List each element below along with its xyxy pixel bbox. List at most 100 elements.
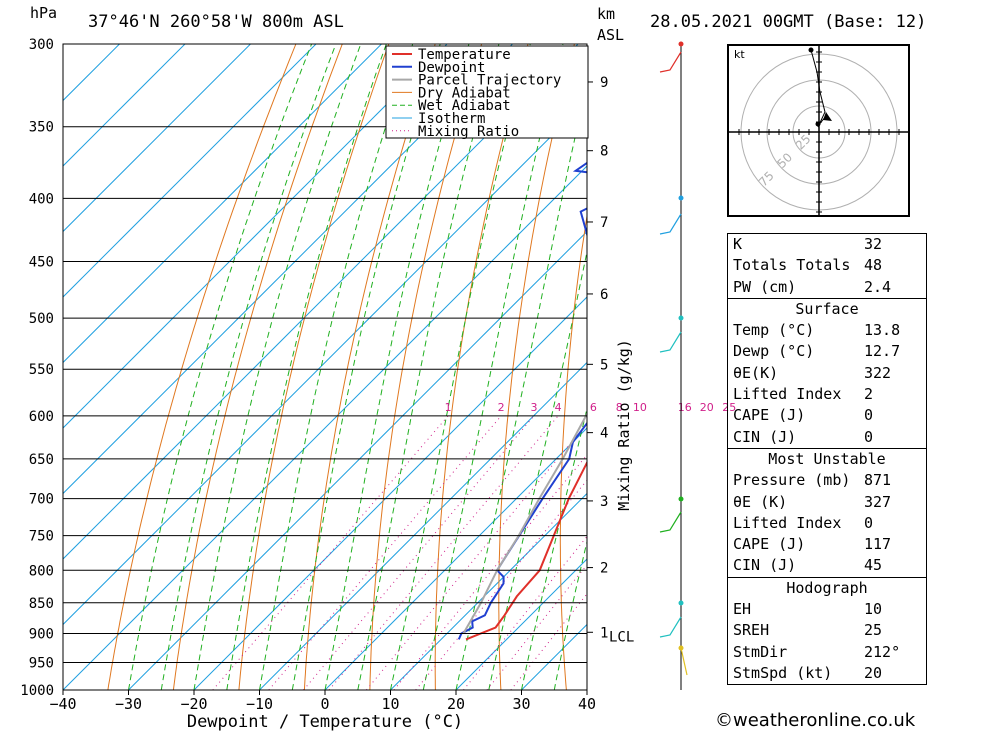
indices-panel: K 32 Totals Totals 48 PW (cm) 2.4 Surface T… (727, 233, 927, 686)
storm-motion-arrow (823, 112, 832, 121)
legend-box (385, 45, 589, 139)
km-label: km (597, 5, 616, 23)
index-row: PW (cm) 2.4 (728, 277, 926, 298)
isotherm-line (259, 361, 587, 690)
index-value: 2.4 (864, 277, 892, 296)
index-row: Totals Totals 48 (728, 255, 926, 276)
pressure-tick-label: 800 (29, 563, 54, 579)
isotherm-line (63, 44, 317, 298)
pressure-tick-label: 500 (29, 311, 54, 327)
x-axis-label: Dewpoint / Temperature (°C) (187, 712, 463, 732)
pressure-tick-label: 900 (29, 626, 54, 642)
wet-adiabat-line (586, 687, 587, 690)
km-tick-label: 6 (600, 287, 608, 303)
wind-barb (659, 51, 682, 73)
isotherm-line (63, 44, 579, 560)
storm-motion-line (817, 115, 827, 127)
pressure-tick-label: 450 (29, 255, 54, 271)
surface-title: Surface (795, 299, 859, 318)
km-tick-label: 2 (600, 561, 608, 577)
wet-adiabat-line (259, 44, 414, 690)
lcl-label: LCL (609, 629, 634, 645)
mixing-ratio-line (328, 415, 559, 690)
pressure-tick-label: 600 (29, 409, 54, 425)
wind-level-dot (678, 195, 684, 201)
wind-barb (680, 647, 688, 676)
hodograph-top-point (808, 47, 814, 53)
x-tick-label: −40 (49, 695, 76, 713)
pressure-tick-label: 350 (29, 120, 54, 136)
km-tick-label: 3 (600, 494, 608, 510)
legend-entry: Isotherm (418, 111, 485, 127)
x-tick-label: 40 (578, 695, 596, 713)
x-tick-label: 0 (320, 695, 329, 713)
dry-adiabat-line (991, 26, 1000, 690)
isotherm-line (128, 230, 587, 690)
dry-adiabat-line (303, 44, 436, 690)
index-name: PW (cm) (733, 277, 797, 296)
pressure-tick-label: 400 (29, 191, 54, 207)
mixing-ratio-label: 8 (616, 401, 623, 414)
hodograph-params-section: Hodograph EH 10 SREH 25 StmDir 212° StmSpd … (728, 576, 926, 684)
wet-adiabat-line (357, 44, 500, 690)
wet-adiabat-line (455, 82, 587, 690)
pressure-tick-label: 550 (29, 362, 54, 378)
datetime-label: 28.05.2021 00GMT (Base: 12) (650, 12, 927, 32)
wind-barb (659, 616, 682, 638)
hodograph-unit: kt (734, 48, 745, 61)
mixing-ratio-line (366, 422, 587, 690)
mixing-ratio-line (268, 415, 502, 690)
hodograph-trace (810, 49, 826, 128)
x-tick-label: −20 (180, 695, 207, 713)
km-tick-label: 9 (600, 75, 608, 91)
hodograph-surface-point (815, 121, 821, 127)
right-axis-label: Mixing Ratio (g/kg) (615, 339, 633, 511)
wet-adiabat-line (521, 406, 587, 690)
isotherm-line (63, 44, 513, 495)
hodograph-params-title: Hodograph (786, 578, 868, 597)
mixing-ratio-label: 4 (555, 401, 562, 414)
mixing-ratio-label: 6 (590, 401, 597, 414)
km-tick-label: 1 (600, 625, 608, 641)
pressure-tick-label: 700 (29, 492, 54, 508)
legend-entry: Dewpoint (418, 60, 485, 76)
index-value: 32 (864, 235, 883, 253)
km-tick-label: 5 (600, 357, 608, 373)
pressure-tick-label: 650 (29, 452, 54, 468)
location-title: 37°46'N 260°58'W 800m ASL (88, 12, 344, 32)
legend-entry: Dry Adiabat (418, 85, 511, 101)
index-name: K (733, 235, 743, 253)
wind-barb (659, 511, 682, 533)
dry-adiabat-line (942, 26, 1000, 690)
mixing-ratio-line (393, 454, 587, 690)
copyright-link[interactable]: ©weatheronline.co.uk (715, 710, 916, 731)
profile-dewpoint (457, 76, 587, 640)
mixing-ratio-label: 25 (722, 401, 736, 414)
isotherm-line (63, 44, 186, 167)
wet-adiabat-line (488, 249, 587, 690)
pressure-tick-label: 750 (29, 529, 54, 545)
isotherm-line (63, 44, 382, 364)
legend-entry: Mixing Ratio (418, 124, 519, 140)
mixing-ratio-label: 1 (445, 401, 452, 414)
dry-adiabat-line (107, 44, 297, 690)
mixing-ratio-label: 2 (498, 401, 505, 414)
mixing-ratio-label: 16 (678, 401, 692, 414)
index-row: K 32 (728, 234, 926, 255)
isotherm-line (63, 44, 120, 102)
wind-barb (659, 331, 682, 353)
asl-label: ASL (597, 26, 625, 44)
isotherm-line (63, 99, 587, 626)
isotherm-line (63, 165, 587, 690)
mixing-ratio-label: 20 (700, 401, 714, 414)
surface-section: Surface Temp (°C) 13.8 Dewp (°C) 12.7 θE(K… (728, 297, 926, 448)
pressure-unit-label: hPa (30, 4, 58, 22)
wet-adiabat-line (128, 44, 313, 690)
index-name: Totals Totals (733, 256, 851, 275)
legend-entry: Wet Adiabat (418, 98, 511, 114)
x-tick-label: 20 (447, 695, 465, 713)
wet-adiabat-line (422, 44, 564, 690)
pressure-tick-label: 950 (29, 655, 54, 671)
